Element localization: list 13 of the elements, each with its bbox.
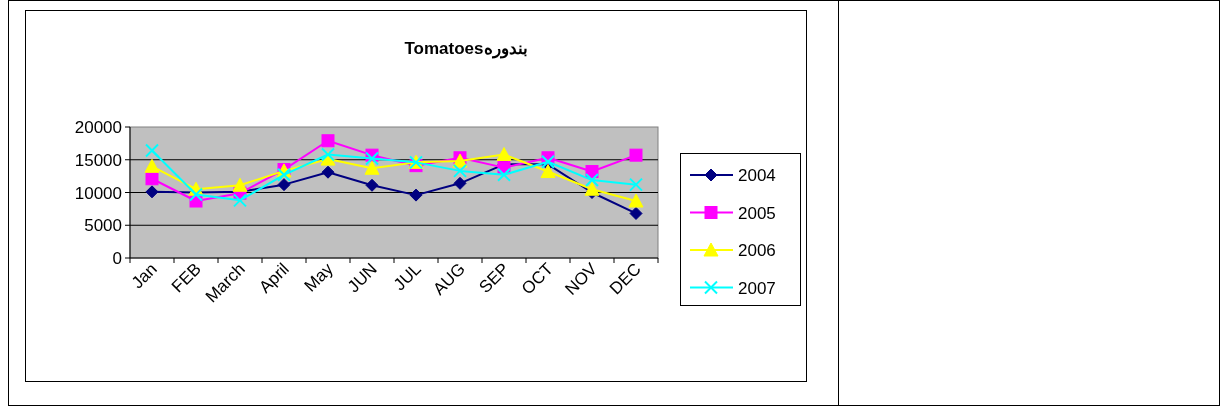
legend-label: 2005 xyxy=(738,203,776,223)
x-tick-label: May xyxy=(300,259,338,296)
y-tick-label: 10000 xyxy=(74,183,122,203)
y-tick-label: 15000 xyxy=(74,150,122,170)
y-tick-label: 0 xyxy=(112,249,122,268)
x-tick-label: Jan xyxy=(128,259,161,293)
y-tick-label: 5000 xyxy=(84,216,122,236)
x-tick-label: JUL xyxy=(390,259,425,295)
legend-label: 2004 xyxy=(738,166,776,185)
title: Tomatoesبندوره xyxy=(404,39,528,58)
legend-label: 2007 xyxy=(738,278,776,298)
legend-label: 2006 xyxy=(738,241,776,260)
y-tick-label: 20000 xyxy=(74,118,122,137)
